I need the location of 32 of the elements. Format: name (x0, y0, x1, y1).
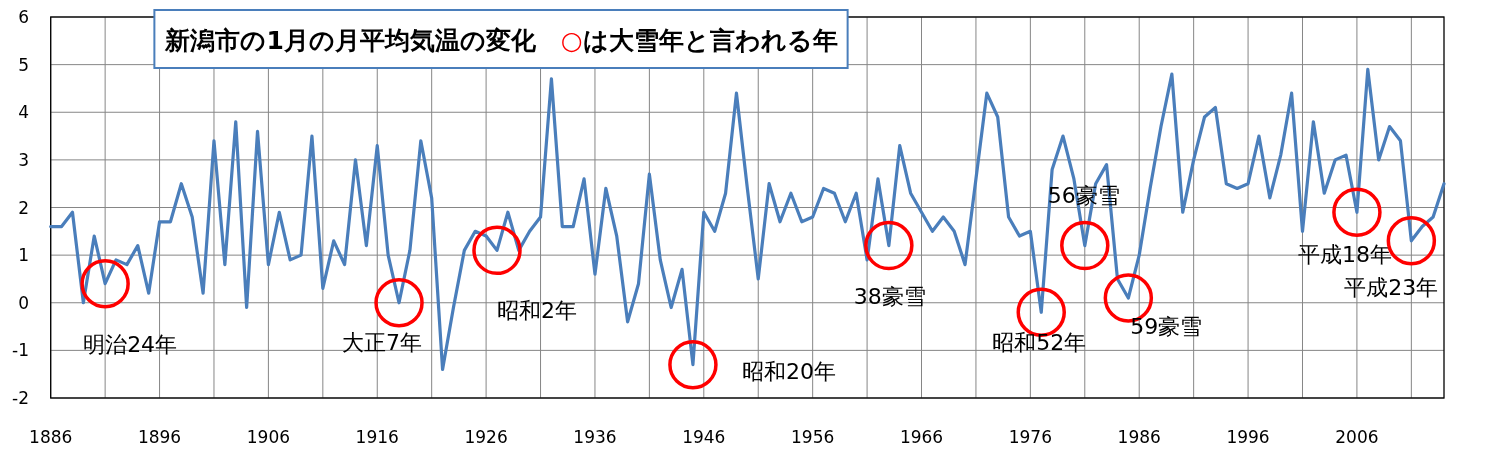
x-tick-label: 1946 (682, 427, 726, 447)
annotation: 昭和20年 (741, 359, 836, 385)
annotation: 昭和52年 (992, 329, 1087, 355)
annotation: 大正7年 (342, 330, 423, 356)
x-tick-label: 1986 (1117, 427, 1161, 447)
x-tick-label: 2006 (1335, 427, 1379, 447)
x-tick-label: 1976 (1008, 427, 1052, 447)
x-tick-label: 1896 (137, 427, 182, 447)
y-tick-label: 5 (18, 54, 29, 75)
annotation: 38豪雪 (853, 284, 926, 310)
y-tick-label: 1 (18, 245, 29, 266)
x-tick-label: 1906 (246, 427, 291, 447)
x-tick-label: 1936 (573, 427, 617, 447)
annotation: 平成23年 (1344, 275, 1439, 301)
annotation: 59豪雪 (1130, 314, 1203, 340)
annotation: 昭和2年 (496, 297, 577, 323)
x-tick-label: 1886 (29, 427, 73, 447)
y-tick-label: 4 (18, 102, 29, 123)
x-tick-label: 1926 (464, 427, 508, 447)
annotation: 明治24年 (83, 332, 178, 358)
y-tick-label: 0 (18, 292, 29, 313)
x-tick-label: 1966 (899, 427, 944, 447)
y-tick-label: 2 (18, 197, 29, 218)
x-tick-label: 1916 (355, 427, 399, 447)
chart-title: 新潟市の1月の月平均気温の変化 ○は大雪年と言われる年 (164, 25, 838, 55)
x-tick-label: 1956 (791, 427, 835, 447)
annotation: 平成18年 (1297, 241, 1392, 267)
y-tick-label: -2 (12, 388, 29, 408)
y-tick-label: 3 (18, 149, 29, 170)
x-tick-label: 1996 (1226, 427, 1270, 447)
y-tick-label: -1 (12, 340, 29, 361)
y-tick-label: 6 (18, 7, 29, 27)
